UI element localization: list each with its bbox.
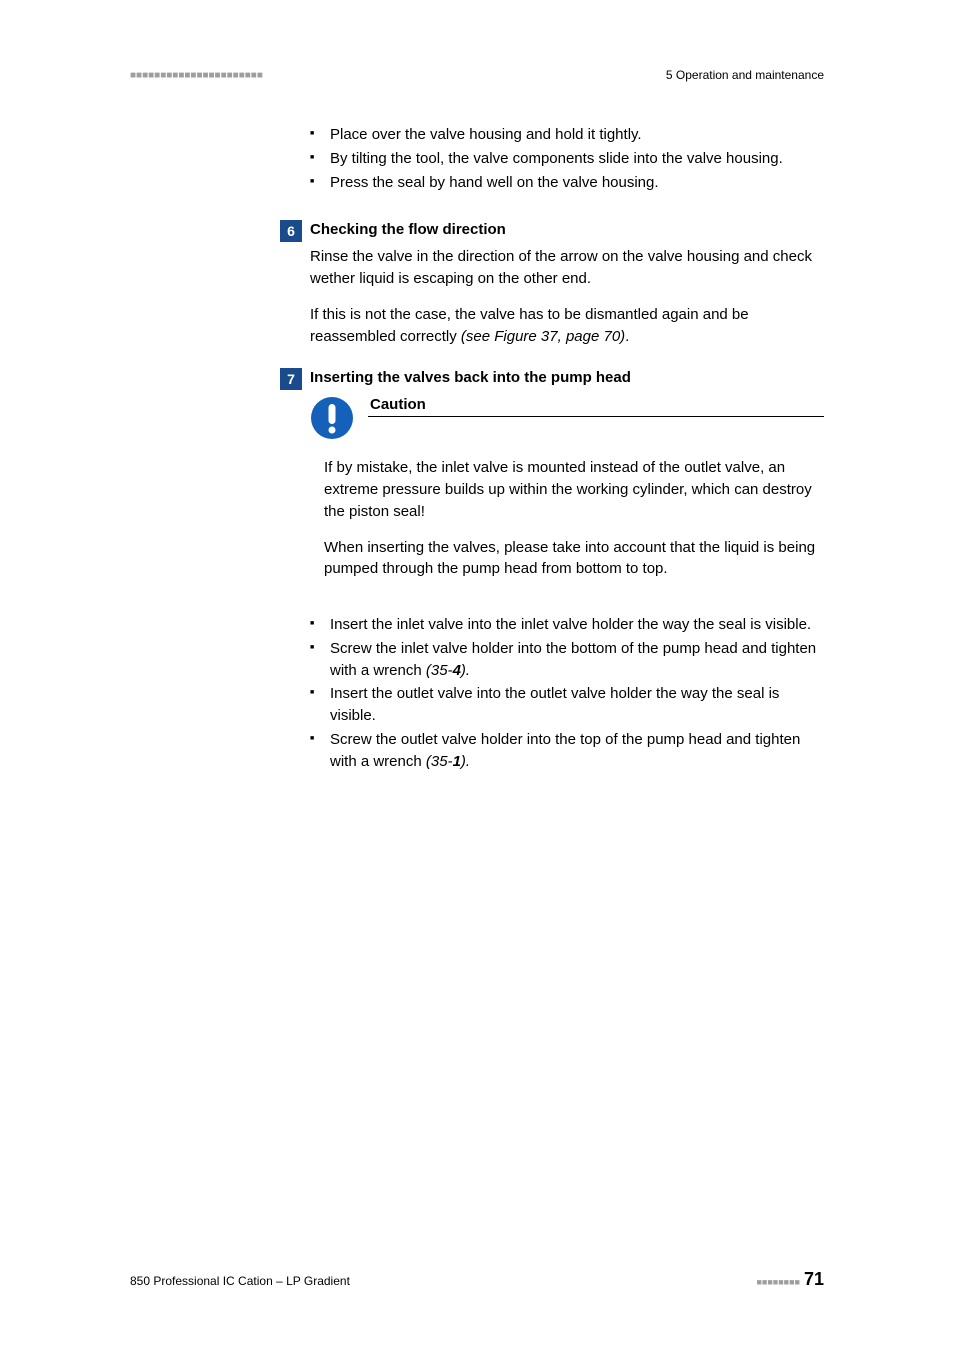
text-run: Screw the inlet valve holder into the bo… — [330, 640, 816, 679]
text-run: Screw the outlet valve holder into the t… — [330, 731, 800, 770]
step-title: Inserting the valves back into the pump … — [310, 369, 824, 386]
step-6: 6 Checking the flow direction Rinse the … — [310, 221, 824, 347]
step-number-badge: 7 — [280, 368, 302, 390]
step-body: Rinse the valve in the direction of the … — [310, 246, 824, 347]
header-section-title: 5 Operation and maintenance — [666, 68, 824, 82]
page-number: 71 — [804, 1269, 824, 1290]
step-number-badge: 6 — [280, 220, 302, 242]
figure-reference-suf: ). — [461, 662, 470, 679]
text-run: . — [625, 328, 629, 345]
paragraph: If this is not the case, the valve has t… — [310, 304, 824, 348]
list-item: Insert the outlet valve into the outlet … — [310, 683, 824, 727]
figure-reference: (see Figure 37, page 70) — [461, 328, 625, 345]
intro-bullet-list: Place over the valve housing and hold it… — [310, 124, 824, 193]
list-item: By tilting the tool, the valve component… — [310, 148, 824, 170]
step-header: 6 Checking the flow direction — [310, 221, 824, 238]
header-ornament-left: ■■■■■■■■■■■■■■■■■■■■■■ — [130, 70, 263, 81]
caution-title: Caution — [368, 396, 824, 417]
step-header: 7 Inserting the valves back into the pum… — [310, 369, 824, 386]
figure-reference-pre: (35- — [426, 662, 453, 679]
caution-title-wrap: Caution — [368, 396, 824, 417]
page-footer: 850 Professional IC Cation – LP Gradient… — [130, 1269, 824, 1290]
list-item: Insert the inlet valve into the inlet va… — [310, 614, 824, 636]
list-item: Place over the valve housing and hold it… — [310, 124, 824, 146]
step-7: 7 Inserting the valves back into the pum… — [310, 369, 824, 772]
text-run: Insert the outlet valve into the outlet … — [330, 685, 779, 724]
page-header: ■■■■■■■■■■■■■■■■■■■■■■ 5 Operation and m… — [130, 68, 824, 82]
caution-icon — [310, 396, 354, 445]
footer-ornament: ■■■■■■■■ — [756, 1277, 800, 1287]
figure-reference-num: 4 — [453, 662, 461, 679]
main-content: Place over the valve housing and hold it… — [310, 124, 824, 772]
list-item: Screw the outlet valve holder into the t… — [310, 729, 824, 773]
paragraph: When inserting the valves, please take i… — [324, 537, 818, 581]
list-item: Screw the inlet valve holder into the bo… — [310, 638, 824, 682]
figure-reference-suf: ). — [461, 753, 470, 770]
figure-reference-pre: (35- — [426, 753, 453, 770]
footer-doc-title: 850 Professional IC Cation – LP Gradient — [130, 1274, 350, 1288]
caution-box: Caution If by mistake, the inlet valve i… — [310, 396, 824, 596]
paragraph: Rinse the valve in the direction of the … — [310, 246, 824, 290]
caution-header: Caution — [310, 396, 824, 445]
footer-right: ■■■■■■■■ 71 — [756, 1269, 824, 1290]
paragraph: If by mistake, the inlet valve is mounte… — [324, 457, 818, 522]
text-run: Insert the inlet valve into the inlet va… — [330, 616, 811, 633]
step-7-bullet-list: Insert the inlet valve into the inlet va… — [310, 614, 824, 772]
page-container: ■■■■■■■■■■■■■■■■■■■■■■ 5 Operation and m… — [0, 0, 954, 1350]
step-title: Checking the flow direction — [310, 221, 824, 238]
caution-text: If by mistake, the inlet valve is mounte… — [310, 457, 824, 580]
list-item: Press the seal by hand well on the valve… — [310, 172, 824, 194]
figure-reference-num: 1 — [453, 753, 461, 770]
